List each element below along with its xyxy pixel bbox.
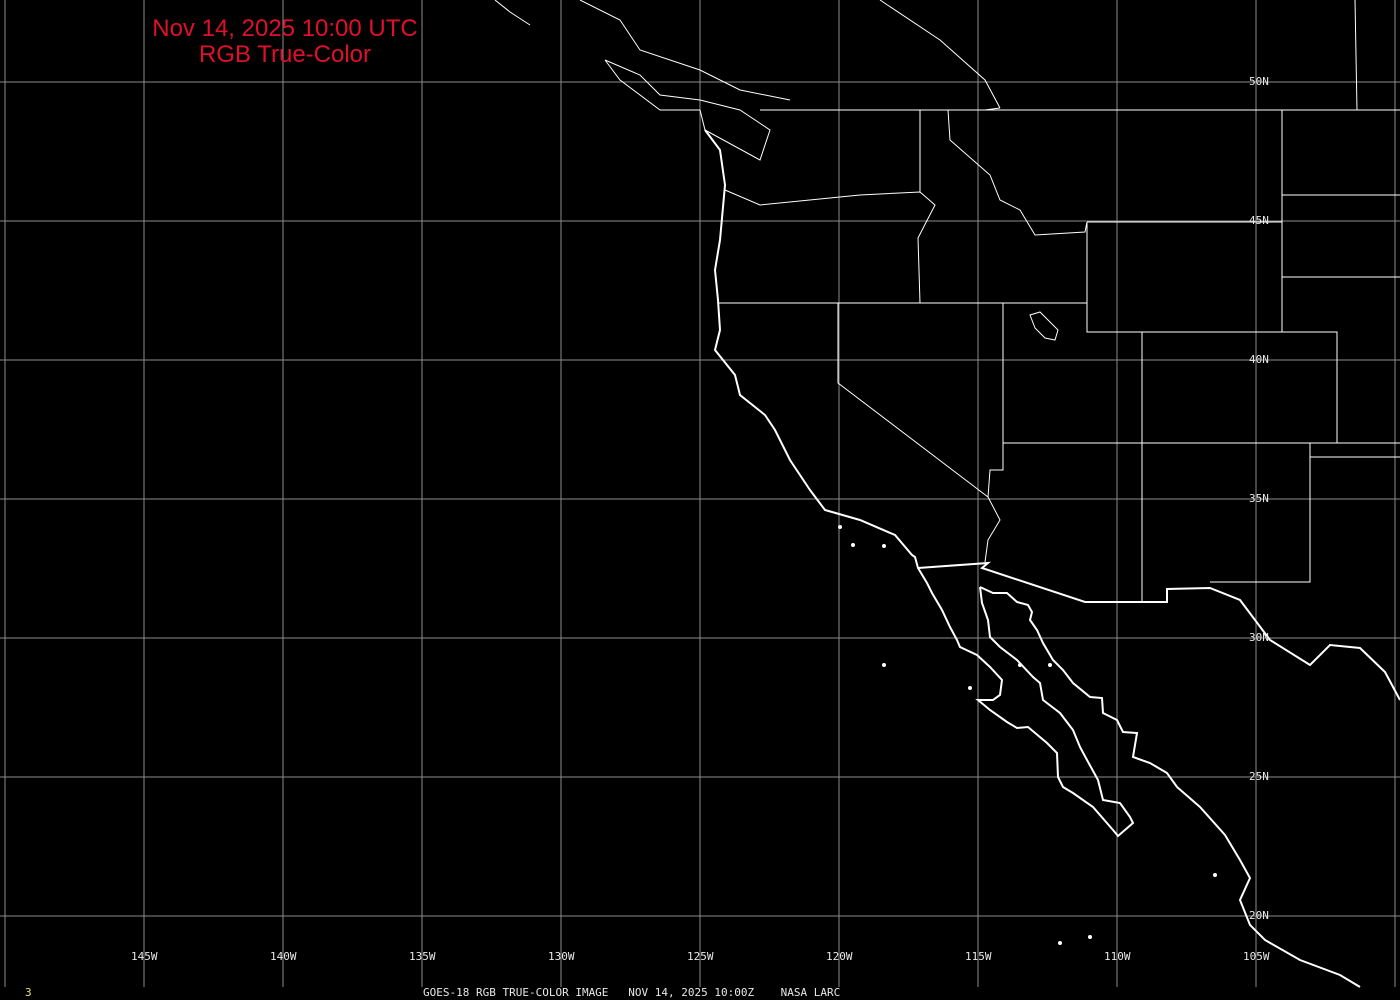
latitude-label: 45N xyxy=(1249,214,1269,227)
island xyxy=(1088,935,1092,939)
image-datetime: Nov 14, 2025 10:00 UTC xyxy=(152,15,418,42)
frame-number: 3 xyxy=(25,986,32,999)
image-caption: GOES-18 RGB TRUE-COLOR IMAGE NOV 14, 202… xyxy=(423,986,841,999)
latitude-label: 30N xyxy=(1249,631,1269,644)
latitude-label: 40N xyxy=(1249,353,1269,366)
boundary-line xyxy=(984,303,1004,563)
coastlines xyxy=(704,129,1400,988)
island xyxy=(882,663,886,667)
boundary-line xyxy=(1210,443,1311,583)
coastline xyxy=(704,129,1135,838)
island xyxy=(1058,941,1062,945)
boundary-line xyxy=(837,303,989,498)
longitude-label: 145W xyxy=(131,950,158,963)
latitude-label: 20N xyxy=(1249,909,1269,922)
longitude-label: 140W xyxy=(270,950,297,963)
island xyxy=(1018,663,1022,667)
island xyxy=(1213,873,1217,877)
longitude-label: 120W xyxy=(826,950,853,963)
lake-outline xyxy=(1029,311,1059,341)
latitude-label: 25N xyxy=(1249,770,1269,783)
island xyxy=(851,543,855,547)
longitude-label: 125W xyxy=(687,950,714,963)
island xyxy=(882,544,886,548)
island xyxy=(968,686,972,690)
latitude-label: 35N xyxy=(1249,492,1269,505)
boundary-line xyxy=(947,109,1338,443)
boundary-line xyxy=(1354,0,1358,111)
island xyxy=(838,525,842,529)
longitude-label: 130W xyxy=(548,950,575,963)
latitude-label: 50N xyxy=(1249,75,1269,88)
product-name: RGB True-Color xyxy=(198,41,372,68)
boundary-line xyxy=(604,59,771,161)
boundary-line xyxy=(724,189,936,304)
coastline xyxy=(979,586,1361,988)
longitude-label: 115W xyxy=(965,950,992,963)
island xyxy=(1048,663,1052,667)
longitude-label: 110W xyxy=(1104,950,1131,963)
longitude-label: 105W xyxy=(1243,950,1270,963)
boundary-line xyxy=(494,0,531,26)
coastline xyxy=(917,561,1400,701)
boundary-line xyxy=(984,107,1001,111)
boundary-line xyxy=(579,0,791,101)
longitude-label: 135W xyxy=(409,950,436,963)
boundary-line xyxy=(879,0,1001,109)
political-boundaries xyxy=(494,0,1400,602)
longitude-labels: 145W 140W 135W 130W 125W 120W 115W 110W 105W xyxy=(131,950,1270,963)
latitude-labels: 50N 45N 40N 35N 30N 25N 20N xyxy=(1249,75,1269,922)
